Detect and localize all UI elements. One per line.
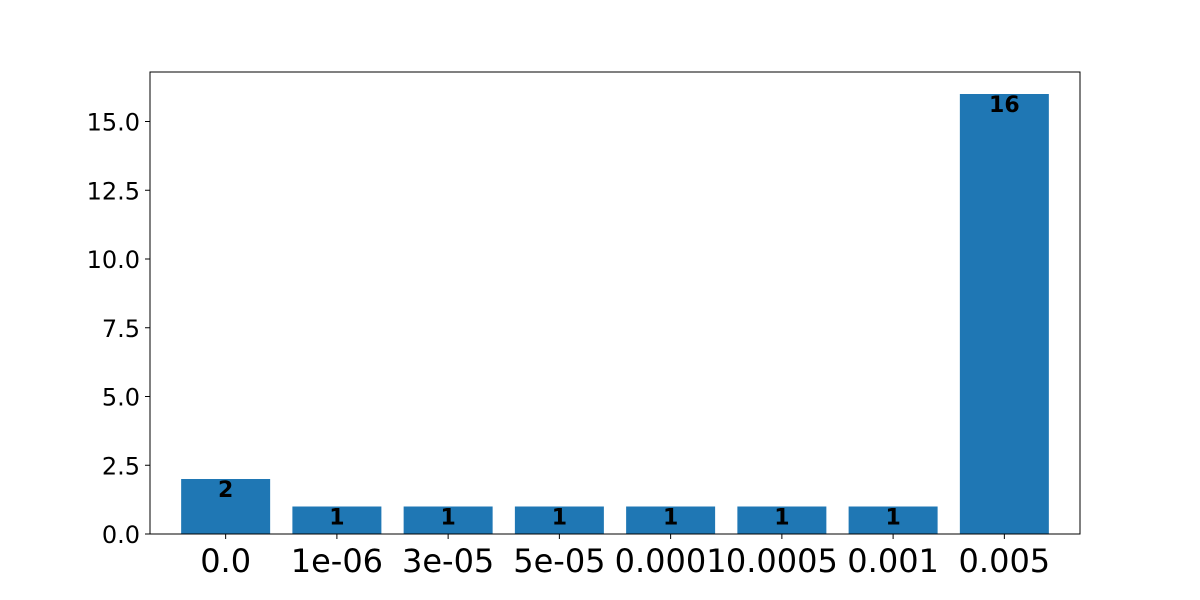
bar-value-label: 1 bbox=[663, 506, 678, 531]
bar-value-label: 16 bbox=[989, 93, 1020, 118]
bar-value-label: 2 bbox=[218, 478, 233, 503]
bar bbox=[737, 506, 827, 534]
x-tick-label: 1e-06 bbox=[291, 542, 383, 580]
x-tick-label: 0.001 bbox=[847, 542, 939, 580]
x-tick-label: 0.0 bbox=[200, 542, 251, 580]
y-tick-label: 5.0 bbox=[102, 384, 140, 412]
x-axis: 0.0 1e-06 3e-05 5e-05 0.0001 0.0005 0.001 0.005 bbox=[200, 534, 1050, 580]
y-tick-label: 0.0 bbox=[102, 521, 140, 549]
bar-value-label: 1 bbox=[774, 506, 789, 531]
y-axis: 0.0 2.5 5.0 7.5 10.0 12.5 15.0 bbox=[87, 109, 150, 549]
x-tick-label: 5e-05 bbox=[513, 542, 605, 580]
y-tick-label: 12.5 bbox=[87, 177, 140, 205]
bar bbox=[514, 506, 604, 534]
x-tick-label: 0.0001 bbox=[615, 542, 727, 580]
x-tick-label: 0.0005 bbox=[726, 542, 838, 580]
bar bbox=[181, 479, 271, 534]
bar bbox=[626, 506, 716, 534]
bars-group bbox=[181, 94, 1049, 534]
bar-value-label: 1 bbox=[552, 506, 567, 531]
bar bbox=[403, 506, 493, 534]
bar bbox=[848, 506, 938, 534]
bar-value-label: 1 bbox=[329, 506, 344, 531]
bar bbox=[292, 506, 382, 534]
bar-value-label: 1 bbox=[440, 506, 455, 531]
x-tick-label: 3e-05 bbox=[402, 542, 494, 580]
x-tick-label: 0.005 bbox=[959, 542, 1051, 580]
bar bbox=[959, 94, 1049, 534]
y-tick-label: 15.0 bbox=[87, 109, 140, 137]
bar-labels-group: 2 1 1 1 1 1 1 16 bbox=[218, 93, 1020, 531]
y-tick-label: 10.0 bbox=[87, 246, 140, 274]
y-tick-label: 7.5 bbox=[102, 315, 140, 343]
y-tick-label: 2.5 bbox=[102, 452, 140, 480]
plot-frame bbox=[149, 71, 1081, 535]
bar-value-label: 1 bbox=[885, 506, 900, 531]
